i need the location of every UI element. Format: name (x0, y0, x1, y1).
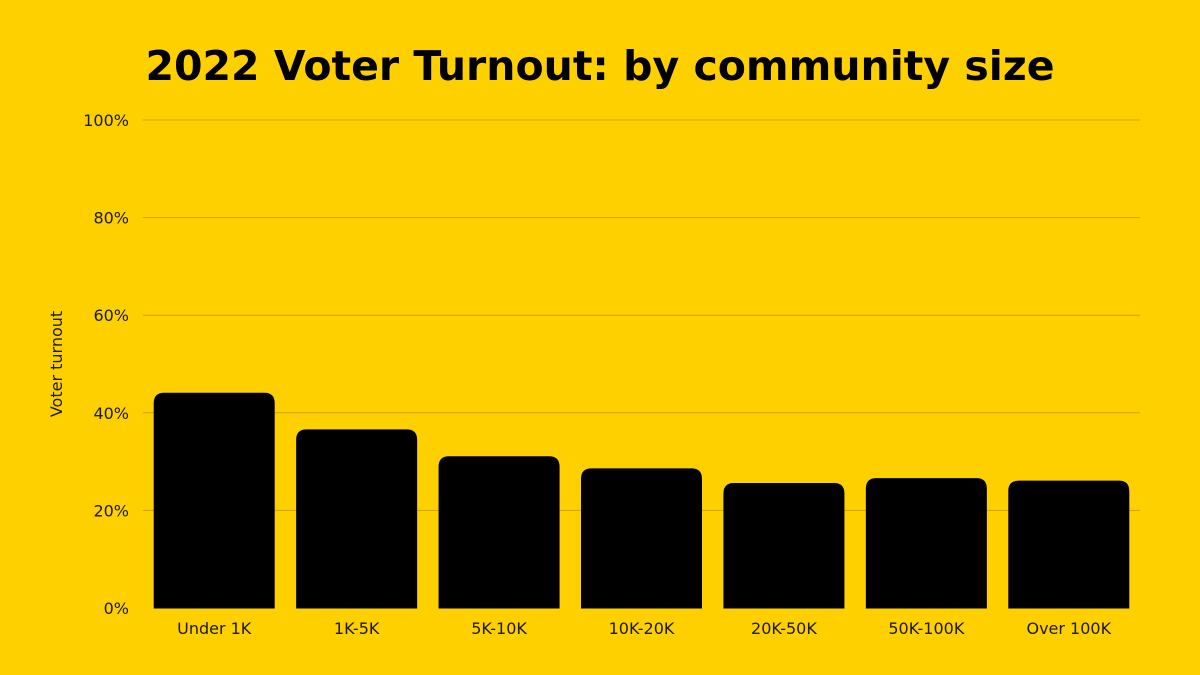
bar (581, 468, 702, 609)
y-tick-label: 20% (93, 501, 129, 520)
x-tick-label: Over 100K (1026, 619, 1111, 638)
bar (723, 483, 845, 609)
bar (153, 392, 275, 609)
bar (296, 429, 418, 609)
chart-title: 2022 Voter Turnout: by community size (145, 42, 1055, 90)
y-tick-label: 100% (83, 111, 129, 130)
bar (438, 456, 560, 609)
x-tick-label: 50K-100K (888, 619, 964, 638)
y-axis-title: Voter turnout (47, 311, 66, 417)
x-tick-label: 10K-20K (609, 619, 675, 638)
y-tick-label: 80% (93, 209, 129, 228)
bar (1008, 480, 1130, 609)
y-tick-label: 40% (93, 404, 129, 423)
x-tick-label: 5K-10K (471, 619, 527, 638)
x-tick-label: 20K-50K (751, 619, 817, 638)
x-tick-label: Under 1K (177, 619, 252, 638)
y-tick-label: 60% (93, 306, 129, 325)
y-tick-label: 0% (104, 599, 129, 618)
x-tick-label: 1K-5K (334, 619, 380, 638)
bar (865, 478, 987, 609)
